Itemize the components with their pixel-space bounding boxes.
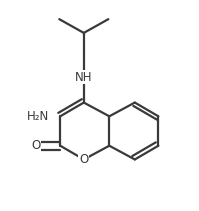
- Text: H₂N: H₂N: [26, 110, 49, 123]
- Text: NH: NH: [75, 70, 93, 84]
- Text: O: O: [79, 153, 88, 166]
- Text: O: O: [31, 139, 40, 152]
